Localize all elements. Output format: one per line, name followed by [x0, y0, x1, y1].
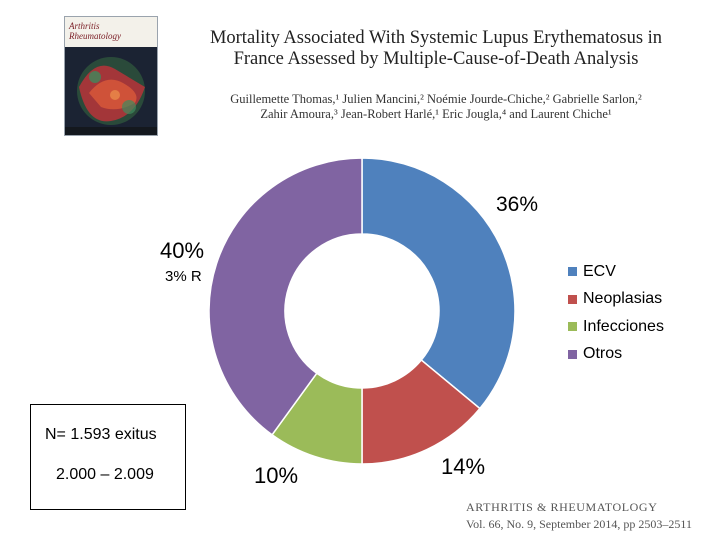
data-label-ecv: 36%	[496, 193, 539, 216]
study-sample-size: N= 1.593 exitus	[45, 426, 157, 443]
legend-swatch-neoplasias	[568, 294, 577, 304]
study-period: 2.000 – 2.009	[56, 466, 154, 483]
data-label-otros: 40%	[160, 238, 205, 263]
legend-label-neoplasias: Neoplasias	[583, 290, 663, 308]
journal-cover-logo: Arthritis Rheumatology	[69, 21, 121, 41]
legend-swatch-ecv	[568, 267, 577, 277]
legend-label-otros: Otros	[583, 345, 623, 363]
journal-cover-image: Arthritis Rheumatology	[64, 16, 158, 136]
paper-title: Mortality Associated With Systemic Lupus…	[176, 28, 696, 70]
legend-label-ecv: ECV	[583, 262, 616, 280]
legend-item-ecv: ECV	[568, 258, 664, 286]
paper-title-line-1: Mortality Associated With Systemic Lupus…	[209, 28, 663, 48]
journal-citation: Vol. 66, No. 9, September 2014, pp 2503–…	[466, 517, 692, 531]
slice-ecv	[361, 157, 516, 410]
legend-item-neoplasias: Neoplasias	[568, 286, 664, 314]
legend-label-infecciones: Infecciones	[583, 317, 664, 335]
chart-legend: ECV Neoplasias Infecciones Otros	[568, 258, 664, 368]
journal-name: ARTHRITIS & RHEUMATOLOGY	[466, 500, 658, 514]
journal-cover-header: Arthritis Rheumatology	[65, 17, 157, 47]
journal-reference: ARTHRITIS & RHEUMATOLOGY Vol. 66, No. 9,…	[466, 500, 716, 532]
legend-item-infecciones: Infecciones	[568, 313, 664, 341]
data-label-neoplasias: 14%	[441, 454, 486, 479]
paper-title-line-2: France Assessed by Multiple-Cause-of-Dea…	[233, 49, 639, 69]
legend-swatch-infecciones	[568, 322, 577, 332]
paper-authors: Guillemette Thomas,¹ Julien Mancini,² No…	[186, 92, 686, 122]
paper-authors-line-2: Zahir Amoura,³ Jean-Robert Harlé,¹ Eric …	[260, 107, 612, 121]
journal-cover-footer	[65, 127, 157, 135]
study-info-box: N= 1.593 exitus 2.000 – 2.009	[30, 404, 186, 510]
slice-otros	[208, 157, 363, 436]
legend-swatch-otros	[568, 349, 577, 359]
annotation-r: 3% R	[165, 268, 202, 285]
paper-authors-line-1: Guillemette Thomas,¹ Julien Mancini,² No…	[230, 92, 642, 106]
journal-cover-artwork	[65, 47, 157, 135]
legend-item-otros: Otros	[568, 341, 664, 369]
data-label-infecciones: 10%	[254, 463, 299, 488]
